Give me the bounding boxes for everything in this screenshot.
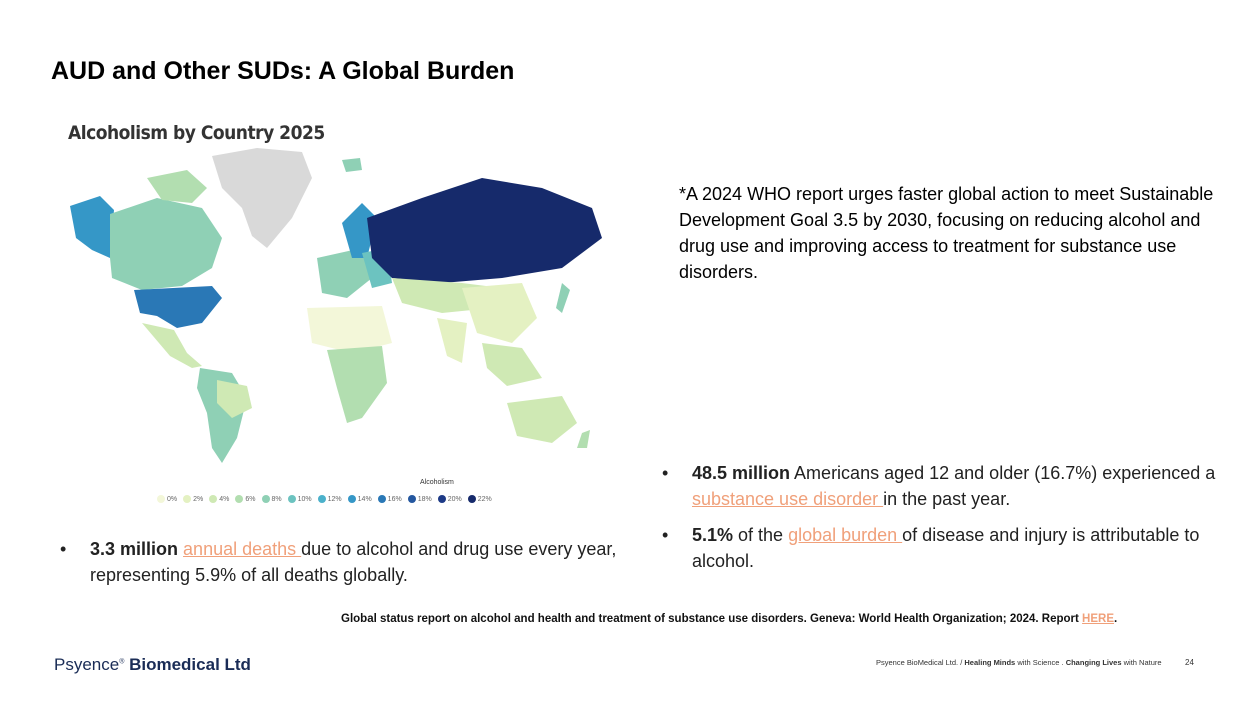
bullet-text-part: of disease and injury is attributable to… xyxy=(692,525,1200,571)
russia-region xyxy=(367,178,602,283)
legend-swatch-icon xyxy=(183,495,192,503)
bullet-link[interactable]: annual deaths xyxy=(183,539,302,559)
usa-region xyxy=(134,286,222,328)
bullet-item: • 3.3 million annual deaths due to alcoho… xyxy=(60,536,620,588)
legend-label: 14% xyxy=(357,495,372,503)
legend-swatch-icon xyxy=(347,495,356,503)
legend-swatch-icon xyxy=(157,495,165,503)
bullet-text-part: Americans aged 12 and older (16.7%) expe… xyxy=(790,463,1216,483)
legend-swatch-icon xyxy=(261,495,270,503)
north-africa-region xyxy=(307,306,392,353)
citation: Global status report on alcohol and heal… xyxy=(341,613,1117,625)
company-logo: Psyence® Biomedical Ltd xyxy=(54,655,251,675)
bullet-link[interactable]: substance use disorder xyxy=(692,489,884,509)
southeast-asia-region xyxy=(482,343,542,386)
india-region xyxy=(437,318,467,363)
bullet-text-part: in the past year. xyxy=(883,489,1011,509)
world-map-figure: Alcoholism by Country 2025 Alcoholism 0%… xyxy=(62,118,618,516)
legend-item: 4% xyxy=(209,495,229,503)
footer-tagline: Psyence BioMedical Ltd. / Healing Minds … xyxy=(876,658,1162,667)
mexico-region xyxy=(142,323,202,368)
legend-item: 8% xyxy=(261,495,282,503)
legend-swatch-icon xyxy=(437,495,446,503)
legend-swatch-icon xyxy=(209,495,218,503)
central-africa-region xyxy=(327,346,387,423)
legend-item: 12% xyxy=(317,495,342,503)
legend-item: 6% xyxy=(235,495,256,503)
legend-item: 20% xyxy=(437,495,462,503)
bullet-bold-stat: 48.5 million xyxy=(692,463,791,483)
legend-item: 22% xyxy=(467,495,492,503)
tagline-part: with Nature xyxy=(1121,658,1162,667)
map-legend: 0% 2% 4% 6% 8% 10% 12% 14% 16% 18% 20% 22% xyxy=(157,495,492,503)
tagline-part: Changing Lives xyxy=(1065,658,1122,667)
bullet-text: 3.3 million annual deaths due to alcohol… xyxy=(90,536,620,588)
canada-region xyxy=(110,198,222,290)
logo-light-text: Psyence xyxy=(54,655,120,674)
legend-label: 22% xyxy=(477,495,492,503)
bullet-dot-icon: • xyxy=(662,525,669,545)
legend-label: 18% xyxy=(417,495,432,503)
bullet-dot-icon: • xyxy=(662,463,669,483)
bullet-text: 5.1% of the global burden of disease and… xyxy=(692,522,1222,574)
page-number: 24 xyxy=(1185,658,1194,667)
bullet-text-part: of the xyxy=(733,525,789,545)
legend-item: 10% xyxy=(287,495,312,503)
legend-label: 20% xyxy=(447,495,462,503)
legend-label: 0% xyxy=(167,495,178,503)
legend-item: 2% xyxy=(183,495,203,503)
legend-label: 4% xyxy=(219,495,230,503)
legend-swatch-icon xyxy=(377,495,386,503)
legend-item: 0% xyxy=(157,495,177,503)
legend-swatch-icon xyxy=(407,495,416,503)
brazil-region xyxy=(217,380,252,418)
new-zealand-region xyxy=(577,430,590,448)
arctic-islands-region xyxy=(147,170,207,203)
legend-label: 2% xyxy=(193,495,204,503)
bullet-item: • 5.1% of the global burden of disease an… xyxy=(662,522,1222,574)
legend-label: 8% xyxy=(271,495,282,503)
iceland-region xyxy=(342,158,362,172)
citation-text: Global status report on alcohol and heal… xyxy=(341,613,1083,625)
greenland-region xyxy=(212,148,312,248)
who-report-note: *A 2024 WHO report urges faster global a… xyxy=(679,184,1214,282)
logo-registered-mark: ® xyxy=(119,658,125,666)
citation-link[interactable]: HERE xyxy=(1082,613,1114,625)
australia-region xyxy=(507,396,577,443)
legend-swatch-icon xyxy=(287,495,296,503)
tagline-part: Psyence BioMedical Ltd. / xyxy=(876,658,965,667)
logo-bold-text: Biomedical Ltd xyxy=(124,655,251,674)
legend-swatch-icon xyxy=(317,495,326,503)
bullet-item: • 48.5 million Americans aged 12 and olde… xyxy=(662,460,1222,512)
left-bullet-list: • 3.3 million annual deaths due to alcoho… xyxy=(60,536,620,598)
legend-label: 12% xyxy=(327,495,342,503)
legend-label: 16% xyxy=(387,495,402,503)
citation-end: . xyxy=(1114,613,1118,625)
legend-swatch-icon xyxy=(235,495,244,503)
legend-label: 6% xyxy=(245,495,256,503)
legend-item: 14% xyxy=(347,495,372,503)
legend-swatch-icon xyxy=(467,495,476,503)
legend-item: 16% xyxy=(377,495,402,503)
world-choropleth-map xyxy=(70,148,602,463)
map-title: Alcoholism by Country 2025 xyxy=(68,122,325,144)
china-region xyxy=(462,283,537,343)
legend-title: Alcoholism xyxy=(420,479,454,486)
legend-label: 10% xyxy=(297,495,312,503)
tagline-part: with Science . xyxy=(1015,658,1066,667)
bullet-text-part: due to alcohol and drug use every year, … xyxy=(90,539,617,585)
japan-region xyxy=(556,283,570,313)
tagline-part: Healing Minds xyxy=(964,658,1016,667)
bullet-link[interactable]: global burden xyxy=(788,525,903,545)
bullet-bold-stat: 5.1% xyxy=(692,525,734,545)
alaska-region xyxy=(70,196,114,258)
bullet-text: 48.5 million Americans aged 12 and older… xyxy=(692,460,1222,512)
slide-title: AUD and Other SUDs: A Global Burden xyxy=(51,57,515,85)
legend-item: 18% xyxy=(407,495,432,503)
bullet-dot-icon: • xyxy=(60,539,67,559)
scandinavia-region xyxy=(342,203,377,258)
right-bullet-list: • 48.5 million Americans aged 12 and olde… xyxy=(662,460,1222,584)
bullet-bold-stat: 3.3 million xyxy=(90,539,179,559)
europe-region xyxy=(317,248,372,298)
